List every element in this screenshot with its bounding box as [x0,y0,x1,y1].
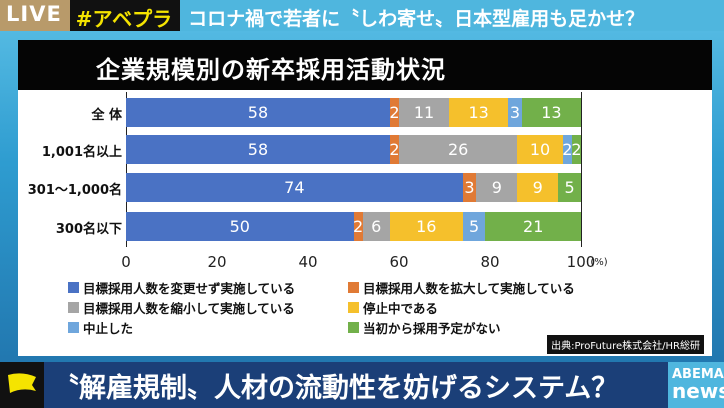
right-axis-line [581,92,582,247]
legend-swatch [348,282,359,293]
x-tick-label: 0 [121,253,131,271]
headline: コロナ禍で若者に〝しわ寄せ〟日本型雇用も足かせ？ [180,0,724,31]
bar-segment: 11 [399,98,450,127]
bar-segment: 13 [521,98,581,127]
y-axis-line [126,92,127,247]
legend-swatch [68,322,79,333]
bar-segment: 58 [126,98,390,127]
bar-segment: 21 [485,212,581,241]
bar-segment: 2 [353,212,363,241]
bar-segment: 74 [126,173,463,202]
top-bar: LIVE #アベプラ コロナ禍で若者に〝しわ寄せ〟日本型雇用も足かせ？ [0,0,724,31]
bar-segment: 58 [126,135,390,164]
bar-segment: 2 [562,135,572,164]
bar-segment: 5 [462,212,486,241]
bar-segment: 10 [517,135,563,164]
bar-segment: 13 [449,98,509,127]
bar-segment: 2 [389,135,400,164]
bar-segment: 50 [126,212,354,241]
category-label: 全 体 [91,108,122,123]
legend-swatch [348,322,359,333]
category-label: 1,001名以上 [41,145,122,160]
legend-label: 目標採用人数を縮小して実施している [83,301,295,316]
legend-item: 当初から採用予定がない [348,318,501,337]
flag-icon [0,362,44,408]
bar-segment: 6 [362,212,390,241]
bar-segment: 3 [508,98,522,127]
legend-item: 中止した [68,318,133,337]
bar-segment: 16 [389,212,463,241]
x-tick-label: 100 [566,253,596,271]
bar-segment: 9 [517,173,559,202]
legend-label: 当初から採用予定がない [363,321,501,336]
abema-news-logo: ABEMA news [668,362,724,408]
legend-label: 停止中である [363,301,438,316]
bar-segment: 5 [558,173,581,202]
x-tick-label: 60 [389,253,409,271]
legend-item: 目標採用人数を拡大して実施している [348,278,575,297]
bar-segment: 9 [476,173,518,202]
bar-segment: 2 [571,135,582,164]
x-tick-label: 20 [207,253,227,271]
source-note: 出典:ProFuture株式会社/HR総研 [547,335,704,354]
logo-top: ABEMA [672,367,724,382]
caption-bar [0,362,724,408]
caption-text: 〝解雇規制〟人材の流動性を妨げるシステム？ [52,373,619,404]
legend-item: 目標採用人数を変更せず実施している [68,278,295,297]
legend-swatch [348,302,359,313]
x-tick-label: 40 [298,253,318,271]
bar-segment: 2 [389,98,400,127]
legend-item: 目標採用人数を縮小して実施している [68,298,295,317]
legend-label: 目標採用人数を変更せず実施している [83,281,296,296]
x-unit-label: (%) [590,257,608,268]
category-label: 300名以下 [55,222,122,237]
chart-title: 企業規模別の新卒採用活動状況 [18,40,712,90]
bar-segment: 26 [399,135,518,164]
x-tick-label: 80 [480,253,500,271]
legend-label: 中止した [83,321,134,336]
live-badge: LIVE [0,0,70,31]
legend-label: 目標採用人数を拡大して実施している [363,281,575,296]
hashtag: #アベプラ [69,0,181,31]
chart-panel: 企業規模別の新卒採用活動状況 出典:ProFuture株式会社/HR総研 全 体… [18,40,712,356]
bar-segment: 3 [462,173,477,202]
logo-bottom: news [672,379,724,403]
legend-item: 停止中である [348,298,438,317]
legend-swatch [68,302,79,313]
legend-swatch [68,282,79,293]
category-label: 301～1,000名 [27,183,122,198]
